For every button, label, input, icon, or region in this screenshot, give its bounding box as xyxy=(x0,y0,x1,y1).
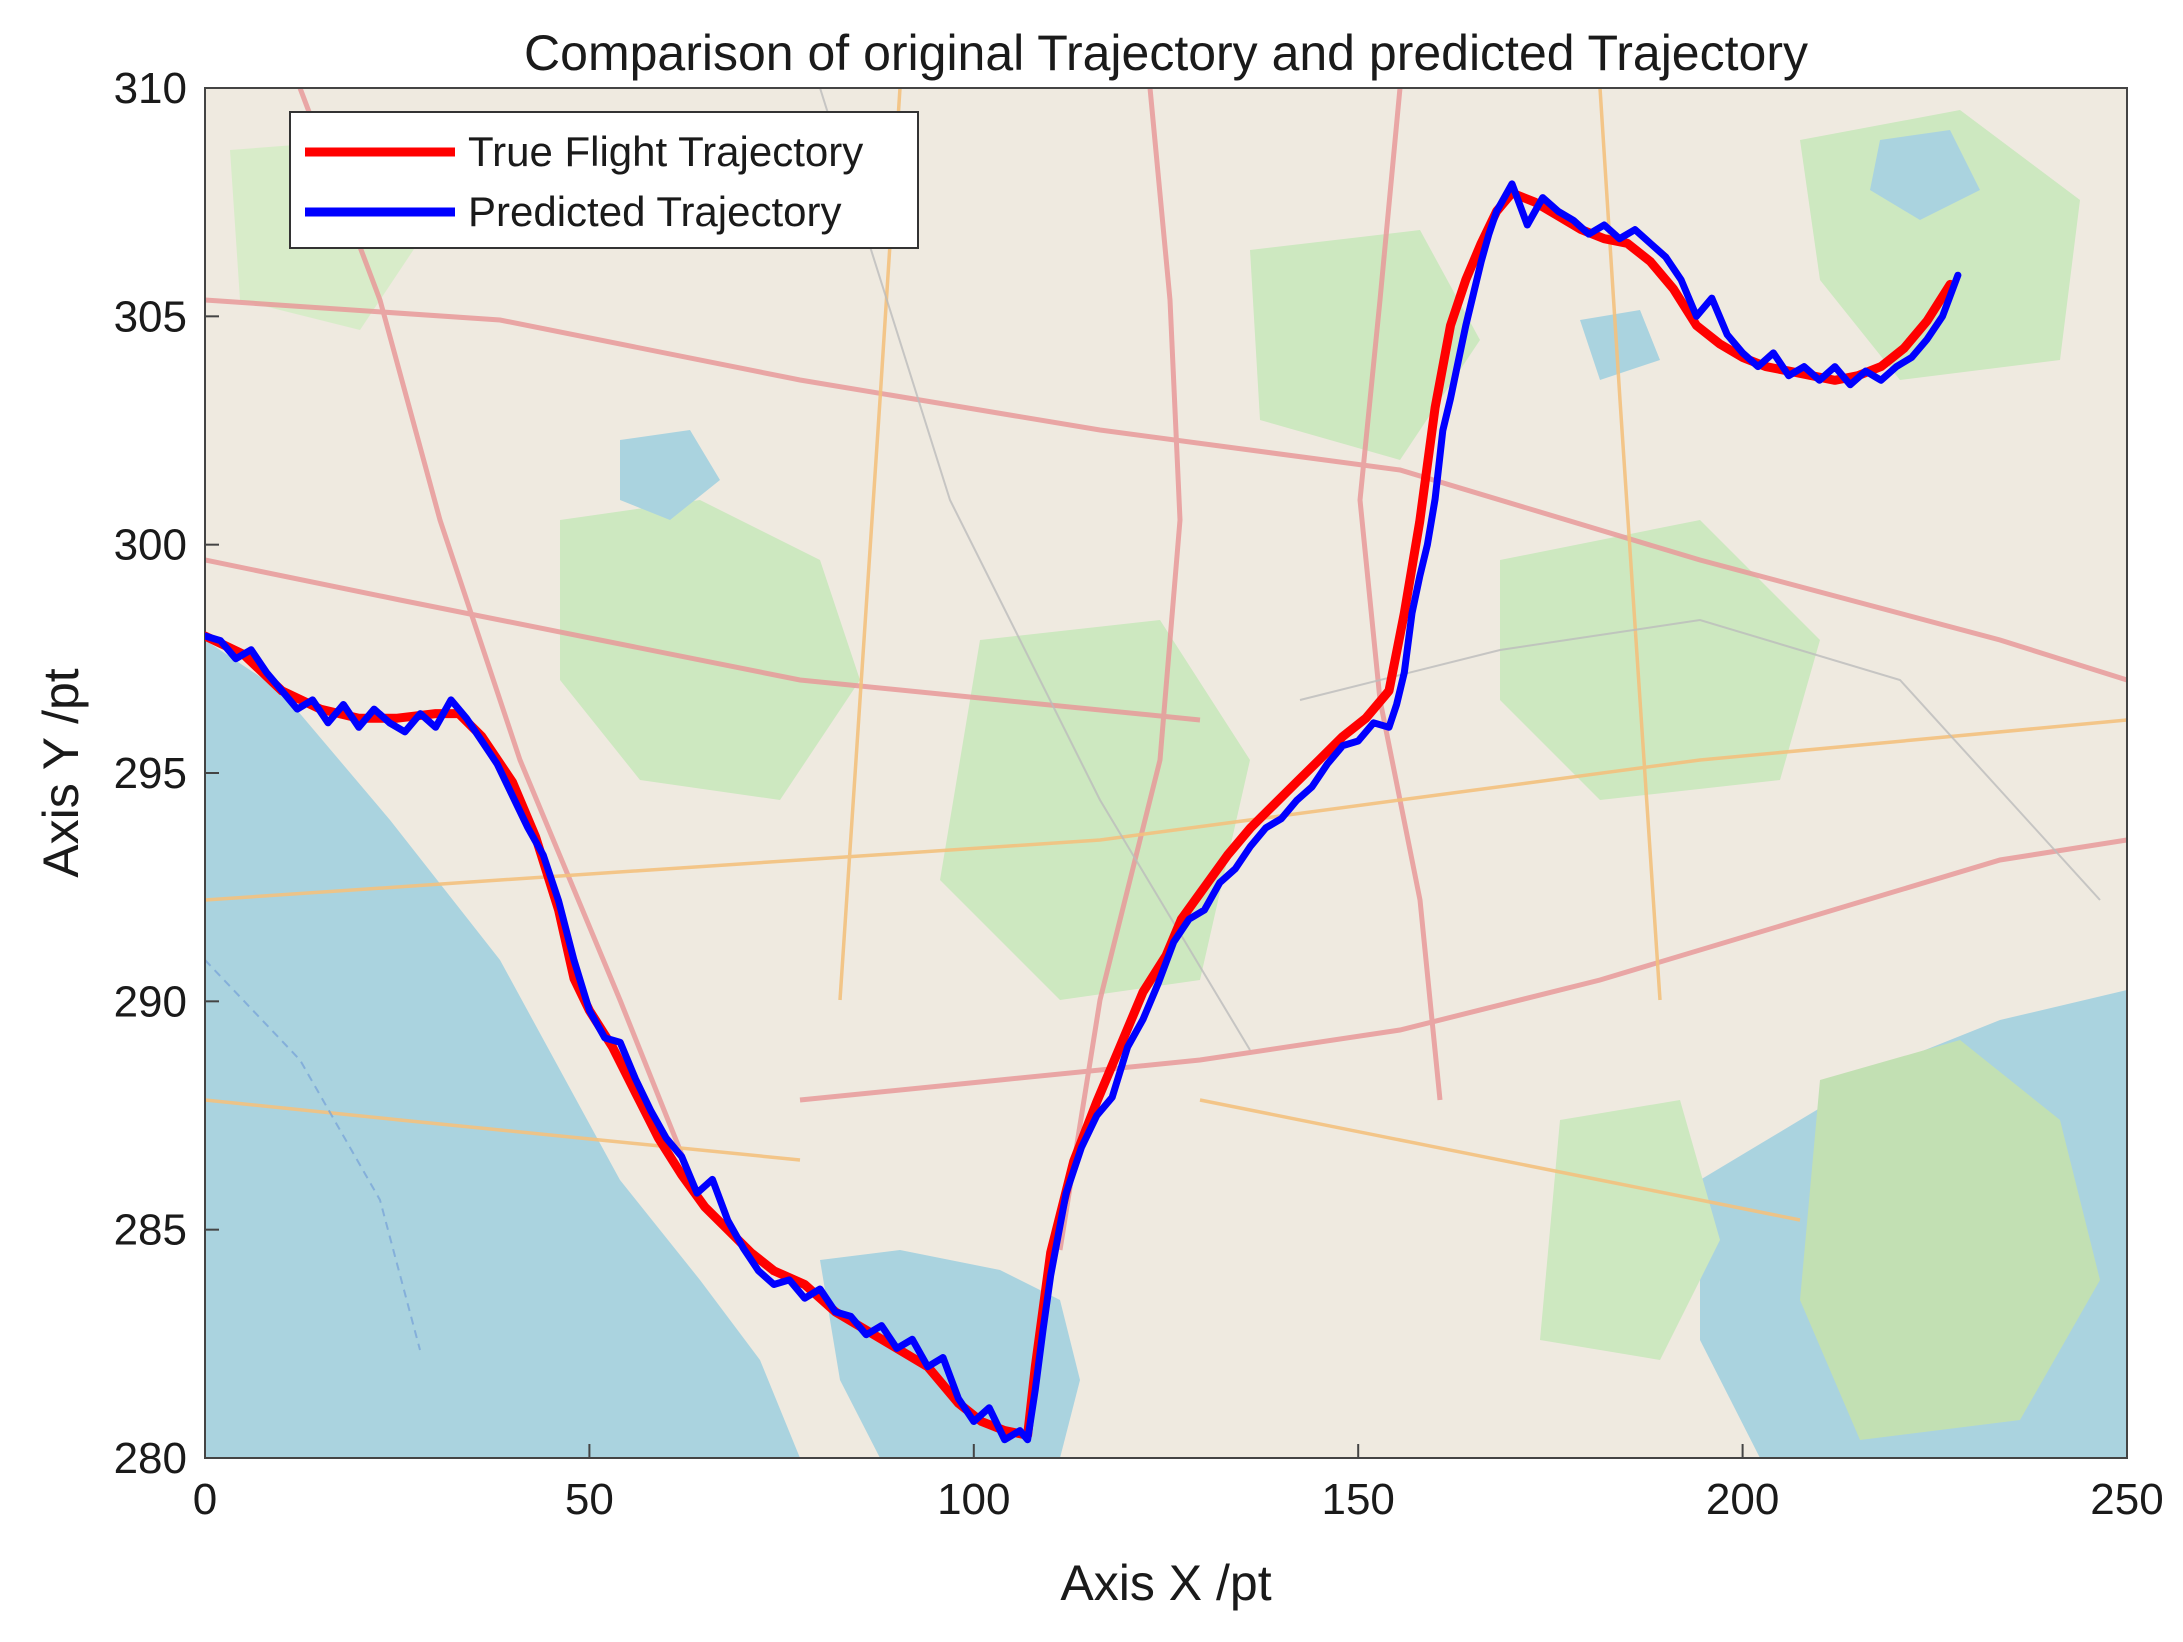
x-tick-label: 100 xyxy=(937,1475,1010,1524)
map-lake-3 xyxy=(1580,310,1660,380)
y-axis-ticks: 280 285 290 295 300 305 310 xyxy=(114,64,219,1483)
map-road-2 xyxy=(297,88,703,1201)
map-lake-2 xyxy=(1870,130,1980,220)
map-background xyxy=(205,88,2127,1458)
map-green-4 xyxy=(1500,520,1820,800)
map-lake-1 xyxy=(620,430,720,520)
map-rail-2 xyxy=(1299,618,2101,901)
map-green-1 xyxy=(560,500,860,800)
y-tick-label: 300 xyxy=(114,521,187,570)
map-sea-west xyxy=(205,640,800,1458)
map-road-6 xyxy=(205,557,1201,723)
series-predicted-trajectory xyxy=(205,180,1962,1444)
map-road-7 xyxy=(205,718,2127,902)
x-tick-label: 150 xyxy=(1321,1475,1394,1524)
chart-title: Comparison of original Trajectory and pr… xyxy=(524,25,1808,81)
legend-label-true: True Flight Trajectory xyxy=(468,128,863,175)
x-tick-label: 50 xyxy=(565,1475,614,1524)
map-road-1 xyxy=(205,297,2127,683)
map-road-3 xyxy=(1057,88,1183,1251)
y-tick-label: 280 xyxy=(114,1434,187,1483)
y-tick-label: 310 xyxy=(114,64,187,113)
map-road-10 xyxy=(205,1098,801,1162)
x-tick-label: 250 xyxy=(2090,1475,2163,1524)
map-road-4 xyxy=(799,837,2127,1103)
y-axis-label: Axis Y /pt xyxy=(33,668,89,877)
y-tick-label: 285 xyxy=(114,1206,187,1255)
x-tick-label: 200 xyxy=(1706,1475,1779,1524)
x-axis-ticks: 0 50 100 150 200 250 xyxy=(193,1444,2164,1524)
x-axis-label: Axis X /pt xyxy=(1060,1555,1271,1611)
y-tick-label: 305 xyxy=(114,292,187,341)
y-tick-label: 290 xyxy=(114,977,187,1026)
legend-label-predicted: Predicted Trajectory xyxy=(468,188,842,235)
legend: True Flight Trajectory Predicted Traject… xyxy=(289,111,919,249)
map-green-6 xyxy=(1540,1100,1720,1360)
map-road-5 xyxy=(1357,88,1443,1101)
series-layer xyxy=(205,180,1962,1444)
map-green-5 xyxy=(1800,1040,2100,1440)
map-green-7 xyxy=(1800,110,2080,380)
legend-box xyxy=(289,111,919,249)
map-road-11 xyxy=(1199,1098,1801,1222)
y-tick-label: 295 xyxy=(114,749,187,798)
map-green-3 xyxy=(1250,230,1480,460)
x-tick-label: 0 xyxy=(193,1475,217,1524)
map-bay-center xyxy=(820,1250,1080,1458)
